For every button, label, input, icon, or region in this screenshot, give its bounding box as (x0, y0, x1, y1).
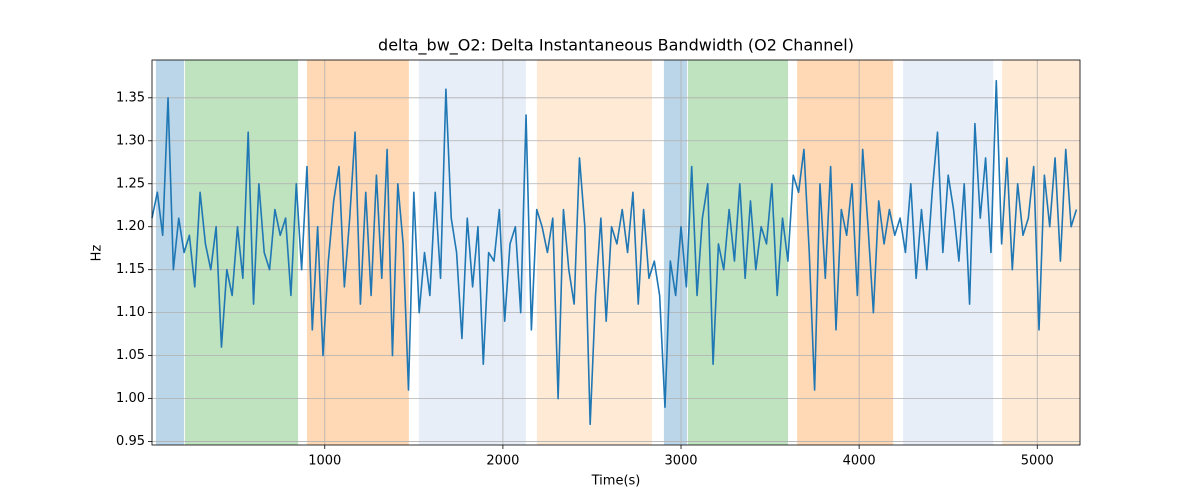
y-tick-label: 1.15 (116, 262, 145, 277)
y-tick-label: 1.25 (116, 176, 145, 191)
x-tick-label: 2000 (486, 454, 519, 469)
x-tick-label: 3000 (664, 454, 697, 469)
x-tick-label: 1000 (308, 454, 341, 469)
y-tick-label: 1.20 (116, 219, 145, 234)
y-tick-label: 1.00 (116, 391, 145, 406)
y-tick-label: 1.30 (116, 133, 145, 148)
highlight-span (418, 60, 526, 445)
x-axis-label: Time(s) (591, 474, 641, 489)
y-tick-label: 1.05 (116, 348, 145, 363)
y-tick-label: 0.95 (116, 434, 145, 449)
data-line (151, 79, 1078, 426)
x-tick-label: 5000 (1021, 454, 1054, 469)
highlight-span (155, 60, 185, 445)
highlight-span (687, 60, 789, 445)
chart-title: delta_bw_O2: Delta Instantaneous Bandwid… (378, 36, 854, 56)
highlight-span (797, 60, 894, 445)
highlight-span (903, 60, 994, 445)
x-tick-label: 4000 (843, 454, 876, 469)
y-tick-label: 1.10 (116, 305, 145, 320)
plot-frame (151, 59, 1081, 446)
y-tick-label: 1.35 (116, 90, 145, 105)
highlight-span (536, 60, 652, 445)
highlight-span (184, 60, 299, 445)
highlight-span (306, 60, 409, 445)
y-axis-label: Hz (90, 245, 105, 262)
